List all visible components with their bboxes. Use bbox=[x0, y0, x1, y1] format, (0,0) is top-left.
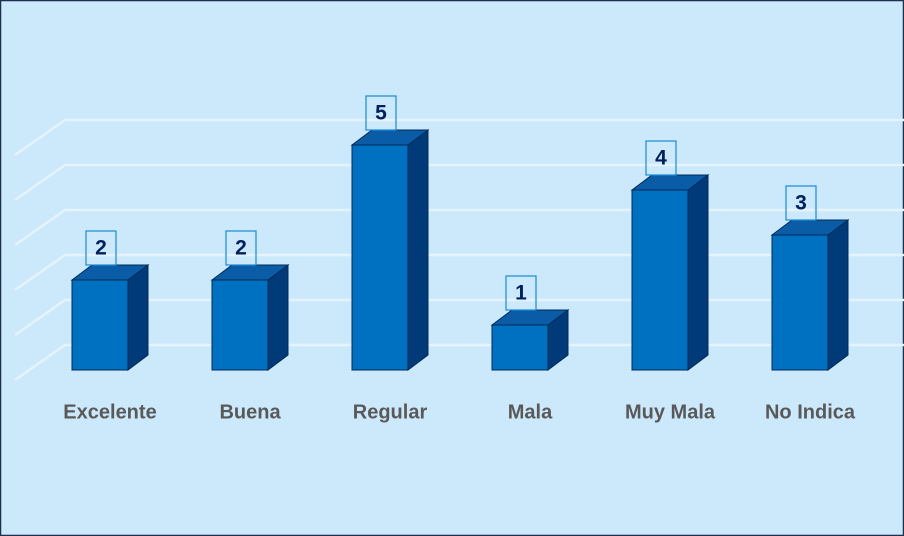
bar-side bbox=[827, 219, 849, 371]
bar-front bbox=[631, 189, 689, 371]
bar-front bbox=[491, 324, 549, 371]
bar bbox=[630, 174, 710, 371]
value-label-box bbox=[365, 95, 397, 131]
grid-line bbox=[14, 208, 904, 247]
x-tick-label: Buena bbox=[219, 401, 281, 423]
value-label: 2 bbox=[95, 237, 107, 260]
value-label: 3 bbox=[795, 192, 807, 215]
bar bbox=[70, 264, 150, 371]
bar-side bbox=[687, 174, 709, 371]
bar-front bbox=[351, 144, 409, 371]
bar-side bbox=[127, 264, 149, 371]
value-label: 4 bbox=[655, 147, 667, 170]
bar bbox=[350, 129, 430, 371]
value-label: 1 bbox=[515, 282, 527, 305]
grid-line bbox=[14, 163, 904, 202]
grid-line bbox=[14, 343, 904, 382]
bar-front bbox=[771, 234, 829, 371]
bar-side bbox=[407, 129, 429, 371]
value-label: 5 bbox=[375, 102, 387, 125]
value-label-box bbox=[785, 185, 817, 221]
bar bbox=[770, 219, 850, 371]
x-tick-label: Excelente bbox=[63, 401, 156, 423]
value-label-box bbox=[645, 140, 677, 176]
value-label-box bbox=[85, 230, 117, 266]
bar bbox=[210, 264, 290, 371]
bar bbox=[490, 309, 570, 371]
bar-side bbox=[267, 264, 289, 371]
grid-line bbox=[14, 118, 904, 157]
bar-front bbox=[71, 279, 129, 371]
grid-line bbox=[14, 253, 904, 292]
grid-line bbox=[14, 298, 904, 337]
bar-front bbox=[211, 279, 269, 371]
x-tick-label: No Indica bbox=[765, 401, 856, 423]
x-tick-label: Mala bbox=[508, 401, 553, 423]
x-tick-label: Muy Mala bbox=[625, 401, 716, 423]
value-label-box bbox=[225, 230, 257, 266]
x-tick-label: Regular bbox=[353, 401, 428, 423]
value-label: 2 bbox=[235, 237, 247, 260]
value-label-box bbox=[505, 275, 537, 311]
